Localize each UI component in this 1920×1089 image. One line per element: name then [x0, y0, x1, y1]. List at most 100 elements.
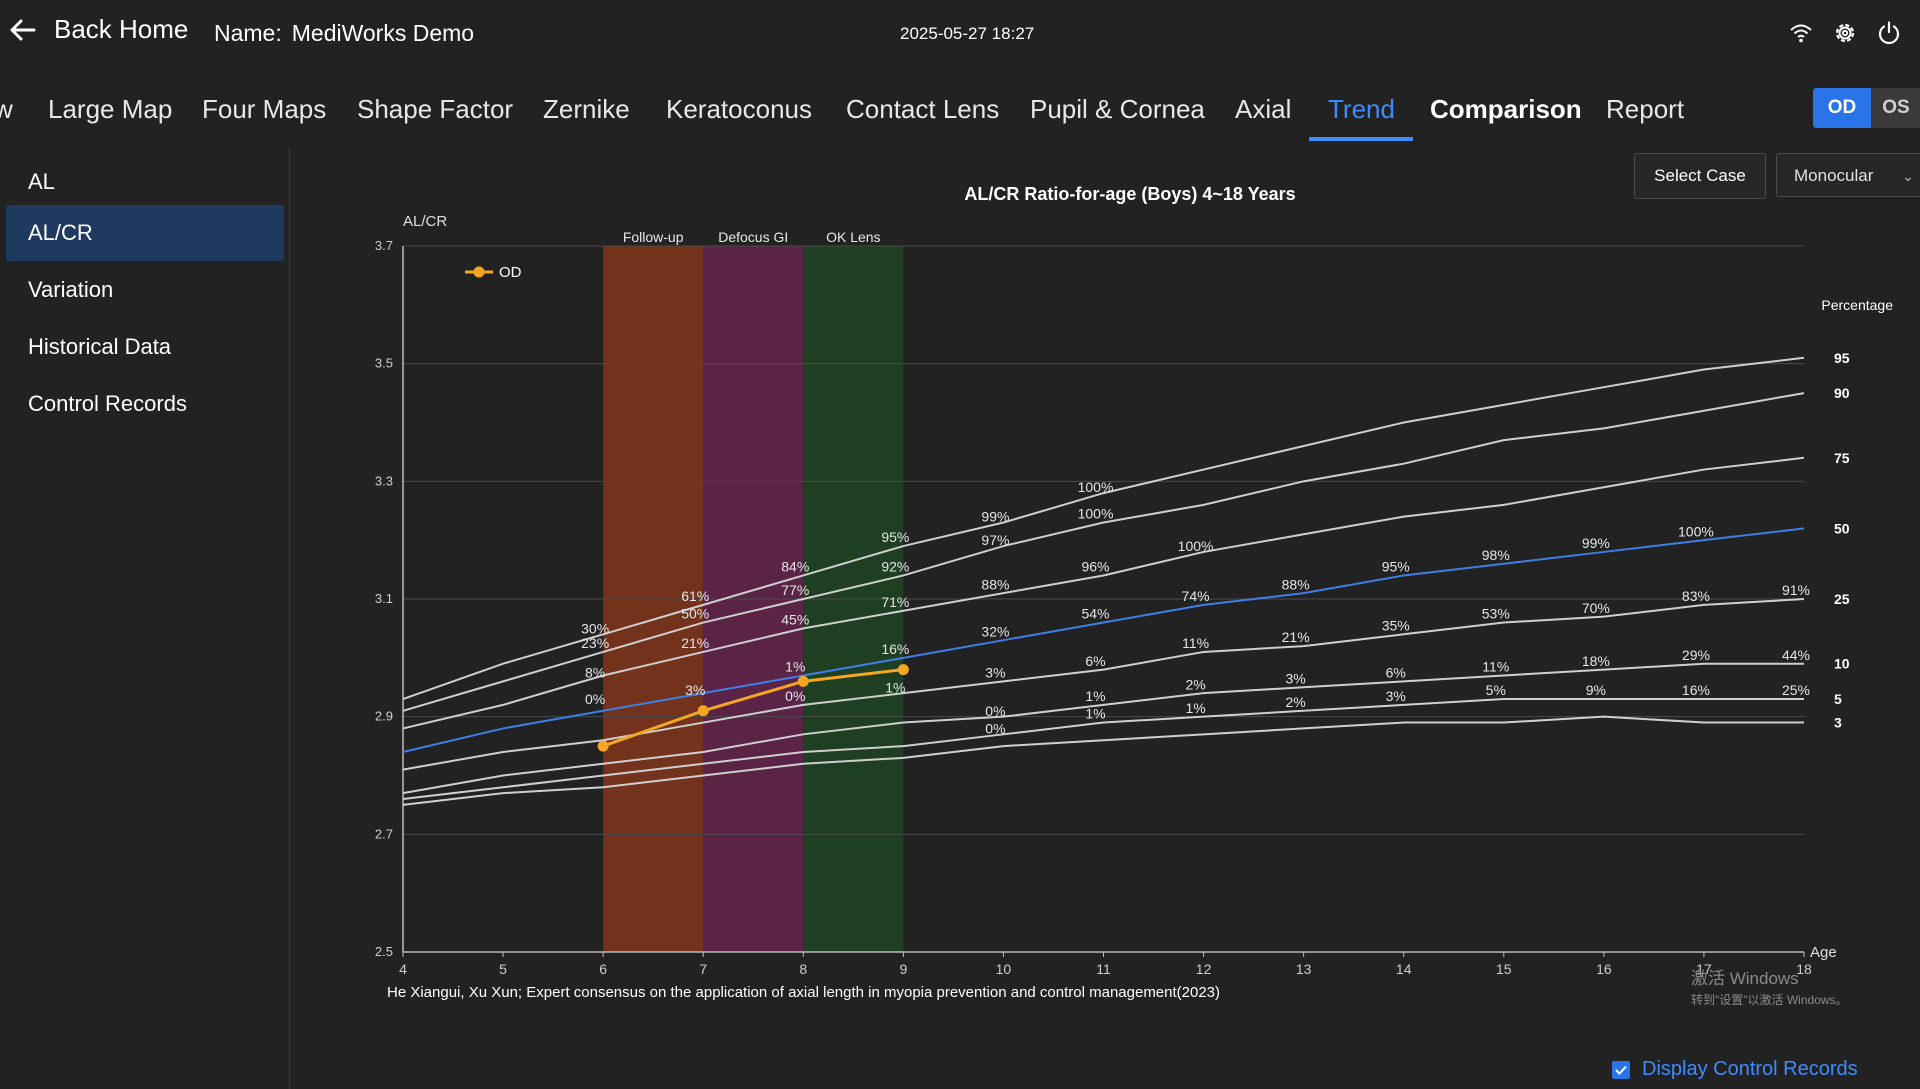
x-tick-label-12: 16: [1596, 961, 1612, 977]
x-tick-label-7: 11: [1096, 961, 1111, 977]
x-tick-label-11: 15: [1496, 961, 1512, 977]
percentile-value-label-2-4: 0%: [785, 688, 805, 704]
tab-trend[interactable]: Trend: [1328, 94, 1395, 124]
y-tick-label-4: 3.3: [375, 473, 393, 488]
view-mode-value: Monocular: [1794, 166, 1874, 185]
percentile-value-label-4-6: 0%: [985, 720, 1005, 736]
back-home-button[interactable]: Back Home: [8, 14, 188, 45]
sidebar-item-historical-data[interactable]: Historical Data: [28, 334, 172, 359]
percentile-value-label-12-2: 25%: [1782, 682, 1810, 698]
tab-keratoconus[interactable]: Keratoconus: [666, 94, 812, 124]
chevron-down-icon: ⌄: [1902, 168, 1914, 184]
display-control-records-label: Display Control Records: [1642, 1058, 1858, 1080]
percentile-value-label-4-3: 32%: [981, 623, 1009, 639]
tab-large-map[interactable]: Large Map: [48, 94, 173, 124]
tab-comparison[interactable]: Comparison: [1430, 94, 1582, 124]
percentile-value-label-1-1: 50%: [681, 606, 709, 622]
name-label: Name:: [214, 20, 282, 46]
x-tick-label-10: 14: [1396, 961, 1412, 977]
od-button[interactable]: OD: [1813, 88, 1871, 128]
series-point-od-2: [797, 675, 809, 687]
percentile-end-label-p95: 95: [1834, 350, 1850, 366]
percentile-value-label-8-1: 35%: [1382, 617, 1410, 633]
band-label-0: Follow-up: [623, 229, 684, 245]
tab-report[interactable]: Report: [1606, 94, 1685, 124]
percentage-label: Percentage: [1821, 297, 1893, 313]
percentile-value-label-4-1: 97%: [981, 532, 1009, 548]
percentile-value-label-2-2: 45%: [781, 612, 809, 628]
percentile-value-label-5-6: 1%: [1085, 706, 1105, 722]
sidebar-item-variation[interactable]: Variation: [28, 277, 114, 302]
percentile-value-label-8-3: 3%: [1386, 688, 1406, 704]
power-icon[interactable]: [1876, 20, 1902, 46]
y-tick-label-3: 3.1: [375, 591, 393, 606]
tab-axial[interactable]: Axial: [1235, 94, 1292, 124]
series-line-od: [602, 668, 904, 748]
tab-overview-partial[interactable]: w: [0, 94, 13, 124]
x-tick-label-9: 13: [1296, 961, 1312, 977]
percentile-end-label-p50: 50: [1834, 520, 1850, 536]
y-tick-label-5: 3.5: [375, 356, 393, 371]
percentile-value-label-1-0: 61%: [681, 588, 709, 604]
percentile-value-label-7-0: 88%: [1282, 576, 1310, 592]
display-control-records-checkbox[interactable]: Display Control Records: [1612, 1058, 1858, 1081]
percentile-value-label-3-2: 71%: [881, 594, 909, 610]
percentile-value-label-1-2: 21%: [681, 635, 709, 651]
app-header: Back Home Name: MediWorks Demo 2025-05-27…: [0, 0, 1920, 70]
percentile-value-label-12-0: 91%: [1782, 582, 1810, 598]
main-tabs: w Large Map Four Maps Shape Factor Zerni…: [0, 86, 1800, 142]
percentile-value-label-5-2: 96%: [1081, 559, 1109, 575]
tab-zernike[interactable]: Zernike: [543, 94, 630, 124]
percentile-line-p95: [402, 356, 1805, 700]
percentile-value-label-6-0: 100%: [1178, 538, 1214, 554]
x-tick-label-1: 5: [499, 961, 507, 977]
percentile-value-label-8-2: 6%: [1386, 665, 1406, 681]
watermark-line-1: 激活 Windows: [1691, 969, 1799, 988]
sidebar-item-control-records[interactable]: Control Records: [28, 391, 187, 416]
percentile-value-label-4-0: 99%: [981, 509, 1009, 525]
windows-activation-watermark: 激活 Windows 转到"设置"以激活 Windows。: [1691, 964, 1848, 1008]
datetime: 2025-05-27 18:27: [900, 24, 1035, 43]
percentile-line-p3: [402, 715, 1804, 806]
percentile-value-label-0-0: 30%: [581, 620, 609, 636]
percentile-value-label-9-0: 98%: [1482, 547, 1510, 563]
os-button[interactable]: OS: [1871, 88, 1920, 128]
percentile-line-p75: [402, 456, 1805, 730]
percentile-value-label-5-1: 100%: [1078, 506, 1114, 522]
watermark-line-2: 转到"设置"以激活 Windows。: [1691, 993, 1848, 1007]
chart-svg: Follow-up Defocus GI OK Lens 2.5 2.7 2.9 3.1 3.…: [375, 213, 1893, 977]
reference-citation: He Xiangui, Xu Xun; Expert consensus on …: [387, 984, 1221, 1001]
percentile-value-label-6-2: 11%: [1182, 635, 1209, 651]
percentile-value-label-4-5: 0%: [985, 703, 1005, 719]
percentile-value-label-5-3: 54%: [1081, 606, 1109, 622]
percentile-end-label-p5: 5: [1834, 691, 1842, 707]
percentile-value-label-0-2: 8%: [585, 665, 605, 681]
percentile-value-label-7-1: 21%: [1282, 629, 1310, 645]
band-label-2: OK Lens: [826, 229, 880, 245]
tab-shape-factor[interactable]: Shape Factor: [357, 94, 514, 124]
arrow-left-icon: [10, 19, 36, 40]
wifi-icon[interactable]: [1788, 20, 1814, 46]
tab-contact-lens[interactable]: Contact Lens: [846, 94, 1000, 124]
header-icons: [1788, 20, 1902, 46]
y-tick-label-6: 3.7: [375, 238, 393, 253]
percentile-value-label-5-0: 100%: [1078, 479, 1114, 495]
percentile-end-label-p90: 90: [1834, 385, 1850, 401]
checkbox-checked-icon: [1612, 1060, 1630, 1079]
sidebar: AL AL/CR Variation Historical Data Contr…: [0, 148, 290, 1089]
x-axis-label: Age: [1810, 944, 1837, 961]
tab-four-maps[interactable]: Four Maps: [202, 94, 327, 124]
percentile-value-label-10-0: 99%: [1582, 535, 1610, 551]
view-mode-select[interactable]: Monocular ⌄: [1776, 153, 1920, 197]
y-tick-label-2: 2.9: [375, 709, 393, 724]
legend-od-marker: [473, 266, 485, 278]
percentile-value-label-12-1: 44%: [1782, 647, 1810, 663]
select-case-button[interactable]: Select Case: [1634, 153, 1766, 199]
sidebar-item-al[interactable]: AL: [28, 169, 55, 194]
trend-chart: AL/CR Ratio-for-age (Boys) 4~18 Years Fo…: [300, 170, 1900, 1010]
percentile-value-label-9-1: 53%: [1482, 606, 1510, 622]
x-tick-label-13: 17: [1696, 961, 1712, 977]
gear-icon[interactable]: [1832, 20, 1858, 46]
tab-pupil-cornea[interactable]: Pupil & Cornea: [1030, 94, 1205, 124]
sidebar-item-al-cr[interactable]: AL/CR: [6, 205, 284, 261]
